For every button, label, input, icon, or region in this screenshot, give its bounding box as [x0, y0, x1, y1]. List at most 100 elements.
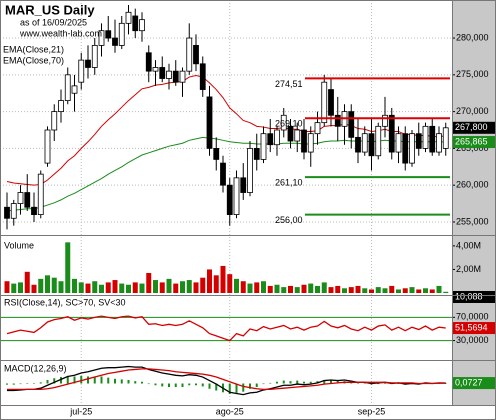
histogram-bar	[357, 383, 359, 384]
histogram-bar	[66, 375, 69, 384]
y-tick-label: 30,0000	[456, 335, 489, 345]
volume-bar	[92, 281, 98, 293]
volume-bar	[4, 281, 10, 293]
candle-body	[348, 111, 355, 138]
last-value-tag	[453, 322, 495, 335]
candle-body	[220, 162, 226, 186]
indicator-line	[7, 365, 446, 396]
histogram-bar	[174, 383, 177, 388]
level-label: 269,10	[275, 119, 303, 129]
histogram-bar	[93, 376, 96, 384]
histogram-bar	[12, 383, 15, 385]
histogram-bar	[282, 380, 285, 384]
histogram-bar	[147, 383, 150, 385]
candle-body	[334, 114, 341, 127]
candle-body	[172, 70, 179, 83]
volume-bar	[112, 280, 118, 293]
volume-bar	[274, 284, 280, 293]
candle-body	[240, 177, 247, 193]
volume-bar	[294, 287, 300, 293]
histogram-bar	[276, 381, 278, 384]
histogram-bar	[53, 378, 56, 384]
candle-body	[247, 147, 253, 193]
candle-body	[415, 133, 422, 149]
candle-body	[179, 70, 186, 83]
volume-bar	[119, 283, 125, 293]
volume-bar	[416, 289, 422, 293]
volume-bar	[301, 284, 307, 293]
histogram-bar	[181, 383, 184, 388]
histogram-bar	[100, 376, 103, 384]
y-tick-label: 2,00M	[456, 264, 481, 274]
y-tick-label: 260,000	[456, 180, 489, 190]
panel-title: MACD(12,26,9)	[4, 363, 67, 373]
candle-body	[355, 136, 361, 153]
candle-body	[388, 114, 395, 153]
volume-bar	[240, 281, 246, 293]
histogram-bar	[19, 383, 22, 385]
volume-bar	[78, 282, 84, 293]
candle-body	[186, 37, 193, 72]
candle-body	[213, 147, 220, 160]
volume-bar	[436, 285, 442, 293]
volume-bar	[423, 288, 428, 293]
last-value-label: 0,0727	[455, 377, 483, 387]
histogram-bar	[161, 383, 164, 387]
candle-body	[429, 125, 436, 153]
histogram-bar	[134, 381, 137, 384]
last-value-label: 10,088	[455, 291, 483, 301]
histogram-bar	[195, 383, 197, 386]
candle-body	[233, 177, 240, 216]
volume-bar	[31, 284, 37, 293]
candle-body	[422, 125, 429, 149]
candle-body	[4, 206, 10, 219]
histogram-bar	[377, 383, 380, 385]
volume-bar	[99, 284, 104, 293]
histogram-bar	[249, 383, 251, 389]
volume-bar	[65, 242, 71, 293]
volume-bar	[193, 282, 199, 293]
volume-bar	[166, 278, 172, 293]
candle-body	[24, 192, 31, 208]
candle-body	[409, 133, 415, 164]
histogram-bar	[262, 383, 265, 385]
candle-body	[361, 133, 368, 153]
volume-bar	[24, 271, 30, 293]
last-value-label: 51,5694	[455, 322, 488, 332]
histogram-bar	[323, 379, 326, 384]
candle-body	[375, 125, 382, 157]
candle-body	[206, 96, 213, 149]
volume-bar	[146, 272, 152, 293]
y-tick-label: 255,000	[456, 216, 489, 226]
candle-body	[145, 52, 152, 72]
volume-bar	[362, 288, 368, 293]
candle-body	[159, 67, 166, 79]
histogram-bar	[127, 379, 130, 384]
candle-body	[152, 67, 159, 72]
candle-body	[442, 127, 449, 149]
histogram-bar	[114, 378, 116, 384]
candle-body	[112, 37, 118, 46]
y-tick-label: 4,00M	[456, 240, 481, 250]
candle-body	[321, 81, 328, 124]
candle-body	[98, 30, 105, 46]
histogram-bar	[6, 383, 8, 385]
y-tick-label: 280,000	[456, 32, 489, 42]
candle-body	[368, 133, 375, 157]
histogram-bar	[188, 383, 191, 386]
level-label: 274,51	[275, 79, 303, 89]
histogram-bar	[208, 383, 211, 389]
histogram-bar	[363, 383, 366, 384]
volume-bar	[342, 288, 347, 293]
histogram-bar	[60, 377, 62, 384]
candle-body	[253, 147, 260, 160]
y-tick-label: 275,000	[456, 69, 489, 79]
histogram-bar	[107, 377, 110, 384]
candle-body	[91, 45, 98, 68]
volume-bar	[355, 285, 361, 293]
histogram-bar	[384, 383, 386, 384]
candle-body	[260, 133, 267, 160]
volume-bar	[186, 280, 192, 293]
volume-bar	[207, 269, 212, 293]
